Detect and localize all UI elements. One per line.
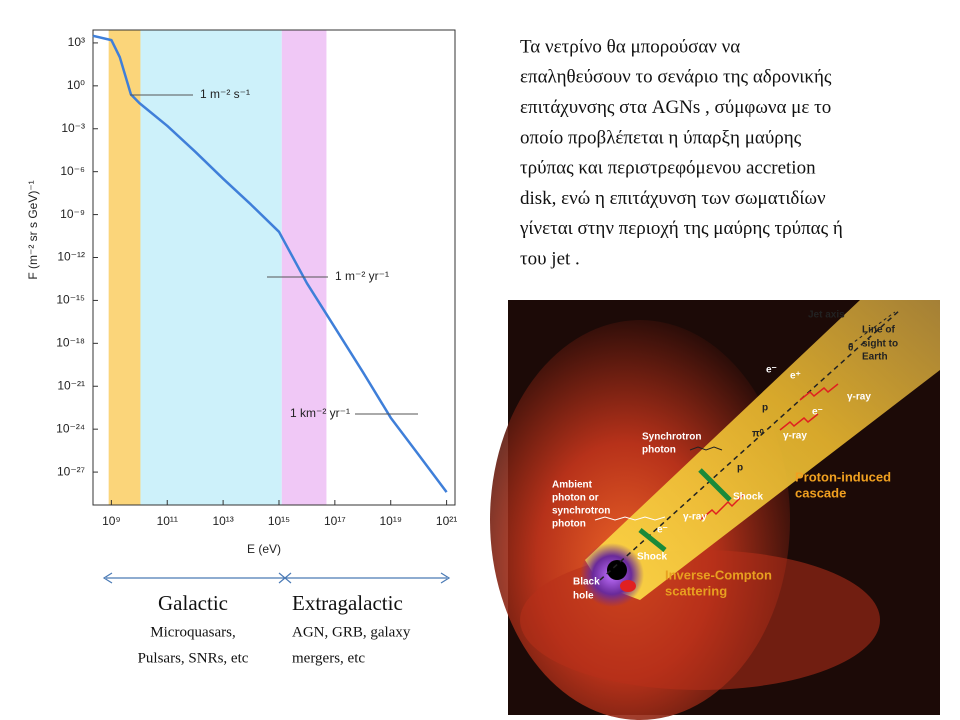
figure-label: Earth — [862, 352, 888, 363]
figure-label: θ — [848, 343, 853, 354]
figure-label: sight to — [862, 339, 898, 350]
paragraph-line: επιτάχυνσης στα AGNs , σύμφωνα με το — [520, 97, 831, 118]
figure-label: e⁺ — [790, 371, 801, 382]
y-axis-label: F (m⁻² sr s GeV)⁻¹ — [26, 180, 40, 279]
gamma-ray — [779, 413, 819, 431]
figure-label: Inverse-Compton — [665, 567, 772, 582]
y-tick-label: 10⁻¹⁵ — [56, 293, 85, 307]
x-tick-label: 10¹¹ — [157, 514, 178, 528]
hot-spot — [620, 580, 636, 592]
paragraph-line: γίνεται στην περιοχή της μαύρης τρύπας ή — [519, 218, 843, 239]
gamma-ray — [699, 493, 745, 521]
region-text: Microquasars, — [150, 624, 235, 640]
jet — [585, 300, 940, 600]
figure-label: photon — [642, 445, 676, 456]
y-tick-label: 10⁻⁶ — [60, 164, 85, 178]
paragraph-line: τρύπας και περιστρεφόμενου accretion — [520, 158, 816, 179]
region-text: AGN, GRB, galaxy — [292, 624, 411, 640]
x-tick-label: 10²¹ — [436, 514, 457, 528]
figure-label: Ambient — [552, 480, 593, 491]
figure-label: e⁻ — [657, 525, 668, 536]
y-tick-label: 10⁻²⁴ — [56, 421, 85, 435]
region-text: Pulsars, SNRs, etc — [138, 650, 249, 666]
figure-label: photon or — [552, 493, 599, 504]
y-tick-label: 10⁰ — [67, 78, 85, 92]
figure-label: hole — [573, 591, 594, 602]
region-text: mergers, etc — [292, 650, 365, 666]
x-tick-label: 10¹⁹ — [379, 514, 401, 528]
figure-label: γ-ray — [783, 431, 807, 442]
x-axis-label: E (eV) — [247, 542, 281, 556]
y-tick-label: 10⁻¹⁸ — [56, 336, 85, 350]
regions: Galactic Microquasars, Pulsars, SNRs, et… — [102, 572, 451, 666]
energy-band — [140, 30, 282, 505]
photon-wave — [594, 516, 666, 521]
x-tick-label: 10⁹ — [102, 514, 121, 528]
x-tick-label: 10¹³ — [212, 514, 233, 528]
figure-label: Jet axis — [808, 310, 845, 321]
y-tick-label: 10⁻¹² — [57, 250, 85, 264]
y-tick-label: 10⁻²¹ — [57, 378, 85, 392]
annotation: 1 m⁻² yr⁻¹ — [335, 269, 389, 283]
figure-label: p — [737, 463, 743, 474]
figure-label: photon — [552, 519, 586, 530]
paragraph-line: Τα νετρίνο θα μπορούσαν να — [520, 36, 740, 57]
region-title: Extragalactic — [292, 591, 403, 615]
figure-label: p — [762, 403, 768, 414]
figure-label: scattering — [665, 583, 727, 598]
annotation: 1 m⁻² s⁻¹ — [200, 87, 250, 101]
x-tick-label: 10¹⁷ — [324, 514, 346, 528]
paragraph-line: disk, ενώ η επιτάχυνση των σωματιδίων — [520, 188, 826, 209]
flux-chart: 10⁹ 10¹¹ 10¹³ 10¹⁵ 10¹⁷ 10¹⁹ 10²¹ 10³ 10⁰ 10⁻³ 10⁻… — [26, 29, 457, 556]
figure-label: synchrotron — [552, 506, 610, 517]
energy-band — [108, 30, 141, 505]
figure-label: Proton-induced — [795, 469, 891, 484]
figure-label: cascade — [795, 485, 846, 500]
figure-label: γ-ray — [683, 512, 707, 523]
x-tick-label: 10¹⁵ — [268, 514, 290, 528]
figure-label: Line of — [862, 325, 895, 336]
black-hole — [607, 560, 627, 580]
shock-front — [698, 468, 732, 502]
figure-label: Black — [573, 577, 600, 588]
figure-label: e⁻ — [812, 407, 823, 418]
paragraph-line: οποίο προβλέπεται η ύπαρξη μαύρης — [520, 127, 802, 148]
figure-label: γ-ray — [847, 392, 871, 403]
photon-wave — [689, 446, 723, 451]
shock-front — [638, 528, 667, 552]
gamma-ray — [799, 383, 839, 401]
y-tick-label: 10⁻³ — [61, 121, 85, 135]
y-tick-label: 10⁻²⁷ — [57, 464, 85, 478]
figure-label: Shock — [637, 552, 667, 563]
paragraph-line: του jet . — [520, 248, 580, 269]
y-tick-label: 10⁻⁹ — [60, 207, 85, 221]
paragraph-line: επαληθεύσουν το σενάριο της αδρονικής — [520, 67, 832, 88]
figure-label: Synchrotron — [642, 432, 701, 443]
flux-line — [92, 34, 448, 493]
energy-band — [281, 30, 327, 505]
paragraph: Τα νετρίνο θα μπορούσαν να επαληθεύσουν τ… — [519, 36, 843, 269]
plot-frame — [92, 29, 456, 506]
arrow-heads — [102, 572, 451, 584]
region-title: Galactic — [158, 591, 228, 615]
figure-label: e⁻ — [766, 365, 777, 376]
figure-label: π⁰ — [752, 429, 764, 440]
y-tick-label: 10³ — [68, 35, 85, 49]
figure-label: Shock — [733, 492, 763, 503]
annotation: 1 km⁻² yr⁻¹ — [290, 406, 350, 420]
